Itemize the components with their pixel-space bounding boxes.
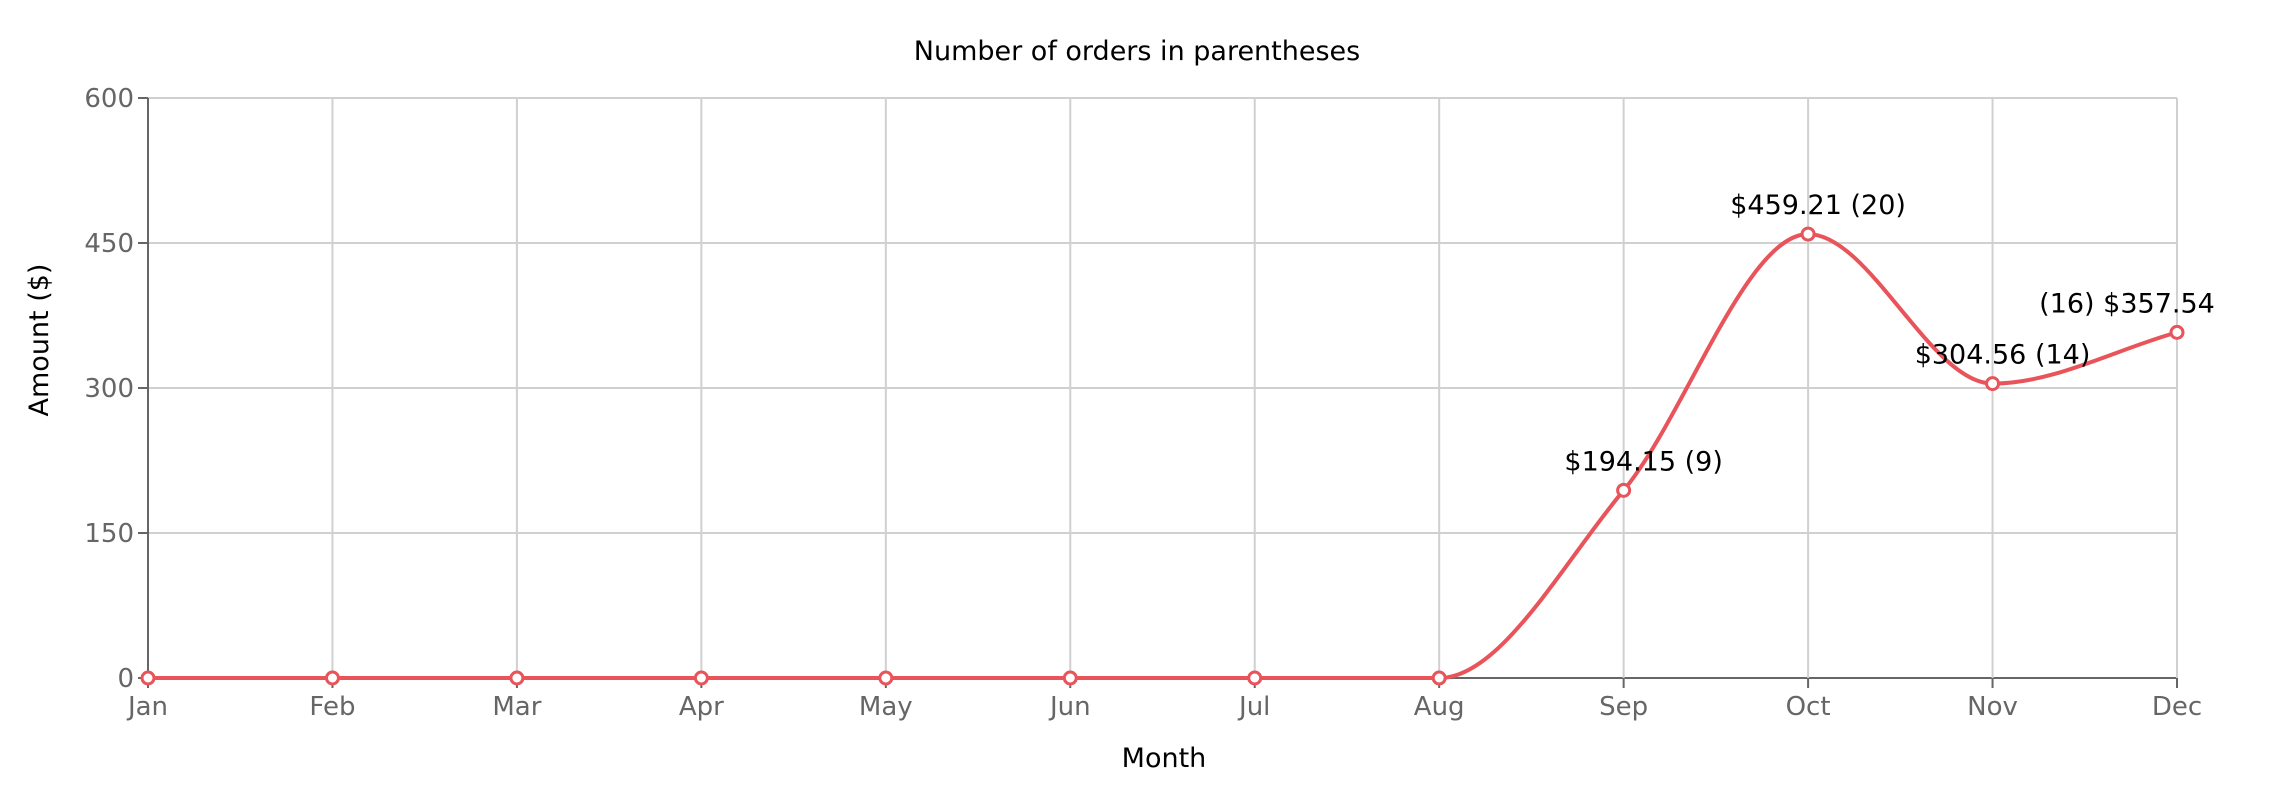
data-label: $304.56 (14) [1915, 340, 2091, 371]
x-tick-label: Jun [1048, 692, 1091, 722]
x-tick-label: Mar [492, 692, 541, 722]
x-tick-label: May [859, 692, 913, 722]
data-point[interactable] [1616, 482, 1632, 498]
grid [147, 97, 2178, 679]
points-layer [140, 226, 2185, 686]
titles-layer: Number of orders in parentheses Month Am… [24, 36, 1360, 774]
chart-title: Number of orders in parentheses [914, 36, 1360, 67]
data-point[interactable] [878, 670, 894, 686]
data-label: (16) $357.54 [2039, 288, 2215, 319]
axes: 0 150 300 450 600 Jan Feb Mar Apr May Jun Jul Aug Sep… [84, 84, 2202, 722]
data-point[interactable] [509, 670, 525, 686]
x-axis-title: Month [1122, 743, 1207, 774]
data-point[interactable] [1062, 670, 1078, 686]
x-tick-label: Dec [2152, 692, 2202, 722]
y-tick-label: 300 [84, 374, 134, 404]
x-tick-label: Feb [309, 692, 355, 722]
data-point[interactable] [1800, 226, 1816, 242]
y-tick-label: 600 [84, 84, 134, 114]
x-tick-label: Sep [1599, 692, 1648, 722]
data-point[interactable] [140, 670, 156, 686]
series-line [148, 232, 2178, 681]
x-tick-label: Oct [1786, 692, 1831, 722]
x-tick-label: Aug [1414, 692, 1465, 722]
data-point[interactable] [693, 670, 709, 686]
data-label: $459.21 (20) [1730, 190, 1906, 221]
data-point[interactable] [2169, 324, 2185, 340]
y-tick-label: 150 [84, 519, 134, 549]
x-tick-label: Jul [1237, 692, 1270, 722]
x-tick-label: Jan [126, 692, 168, 722]
data-point[interactable] [1431, 670, 1447, 686]
y-tick-label: 450 [84, 229, 134, 259]
x-tick-label: Nov [1967, 692, 2018, 722]
data-point[interactable] [324, 670, 340, 686]
series-layer [148, 232, 2178, 681]
data-point[interactable] [1247, 670, 1263, 686]
data-point[interactable] [1985, 376, 2001, 392]
y-axis-title: Amount ($) [24, 264, 55, 417]
x-tick-label: Apr [679, 692, 724, 722]
y-tick-label: 0 [117, 664, 134, 694]
data-labels-layer: $194.15 (9) $459.21 (20) $304.56 (14) (16) … [1564, 190, 2214, 477]
data-label: $194.15 (9) [1564, 446, 1722, 477]
